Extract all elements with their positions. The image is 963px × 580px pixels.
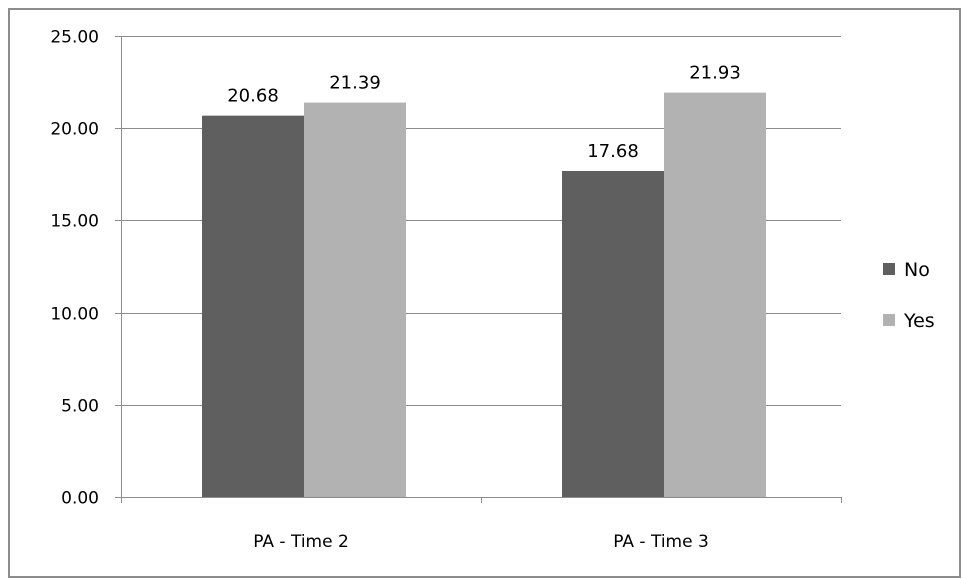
y-tick-label: 25.00 [50, 28, 99, 48]
data-label-no-2: 17.68 [587, 141, 639, 162]
y-tick-label: 10.00 [50, 305, 99, 325]
y-tick-label: 20.00 [50, 120, 99, 140]
y-tick-label: 0.00 [61, 489, 99, 509]
bar-no-2 [562, 170, 664, 497]
x-tick-label: PA - Time 3 [613, 532, 709, 552]
legend-label-no: No [904, 259, 930, 281]
y-tick-label: 15.00 [50, 212, 99, 232]
bar-yes-1 [304, 102, 406, 498]
y-tick-label: 5.00 [61, 397, 99, 417]
chart-frame [8, 8, 961, 578]
legend-swatch-no [883, 263, 895, 275]
legend-swatch-yes [883, 314, 895, 326]
data-label-yes-1: 21.39 [329, 73, 381, 94]
x-tick-label: PA - Time 2 [253, 532, 349, 552]
data-label-yes-2: 21.93 [689, 63, 741, 84]
bar-yes-2 [664, 92, 766, 497]
legend-label-yes: Yes [903, 310, 935, 332]
data-label-no-1: 20.68 [227, 86, 279, 107]
bar-no-1 [202, 115, 304, 497]
